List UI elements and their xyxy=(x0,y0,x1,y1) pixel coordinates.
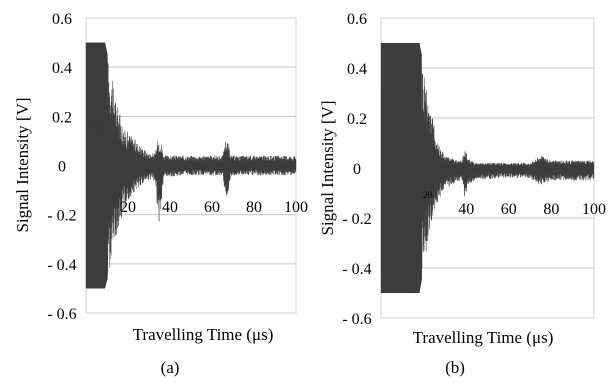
y-tick-label-a: - 0.2 xyxy=(47,208,76,225)
panel-label-a: (a) xyxy=(161,358,180,377)
x-tick-label-b: 100 xyxy=(582,201,606,218)
signal-line-b xyxy=(380,42,595,294)
y-tick-label-b: 0 xyxy=(353,161,361,178)
signal-line-a xyxy=(85,42,297,289)
x-tick-label-b: 40 xyxy=(458,201,474,218)
y-tick-label-b: 0.2 xyxy=(347,111,367,128)
y-tick-label-a: 0 xyxy=(58,159,66,176)
x-tick-labels-a: 20 40 60 80 100 xyxy=(120,199,308,216)
y-tick-label-b: - 0.4 xyxy=(342,261,371,278)
signal-trace-a xyxy=(85,42,297,289)
x-tick-label-a: 80 xyxy=(246,199,262,216)
y-tick-label-b: 0.4 xyxy=(347,61,367,78)
x-tick-label-a: 40 xyxy=(162,199,178,216)
y-tick-label-b: 0.6 xyxy=(347,11,367,28)
chart-panel-a: 0.6 0.4 0.2 0 - 0.2 - 0.4 - 0.6 20 40 60 80 100 Si… xyxy=(13,11,308,377)
y-tick-label-a: 0.4 xyxy=(52,60,72,77)
y-axis-label-b: Signal Intensity [V] xyxy=(318,100,337,235)
x-tick-label-b: 60 xyxy=(501,201,517,218)
signal-trace-b xyxy=(380,42,595,294)
x-tick-label-a: 20 xyxy=(120,199,136,216)
x-tick-label-a: 60 xyxy=(204,199,220,216)
x-tick-label-b: 80 xyxy=(543,201,559,218)
y-tick-label-b: - 0.6 xyxy=(342,311,371,328)
x-axis-label-a: Travelling Time (μs) xyxy=(133,325,274,344)
y-tick-label-a: 0.6 xyxy=(52,11,72,28)
x-tick-labels-b: 40 60 80 100 20 xyxy=(423,190,606,218)
panel-label-b: (b) xyxy=(445,358,465,377)
x-tick-label-small-b: 20 xyxy=(423,190,433,200)
y-tick-label-a: - 0.4 xyxy=(47,257,76,274)
x-tick-label-a: 100 xyxy=(284,199,308,216)
y-tick-label-b: - 0.2 xyxy=(342,211,371,228)
y-tick-label-a: 0.2 xyxy=(52,109,72,126)
y-axis-label-a: Signal Intensity [V] xyxy=(13,97,32,232)
x-axis-label-b: Travelling Time (μs) xyxy=(413,328,554,347)
y-tick-label-a: - 0.6 xyxy=(47,306,76,323)
y-tick-labels-a: 0.6 0.4 0.2 0 - 0.2 - 0.4 - 0.6 xyxy=(47,11,76,323)
y-tick-labels-b: 0.6 0.4 0.2 0 - 0.2 - 0.4 - 0.6 xyxy=(342,11,371,328)
chart-panel-b: 0.6 0.4 0.2 0 - 0.2 - 0.4 - 0.6 40 60 80 100 20 Si… xyxy=(318,11,606,377)
